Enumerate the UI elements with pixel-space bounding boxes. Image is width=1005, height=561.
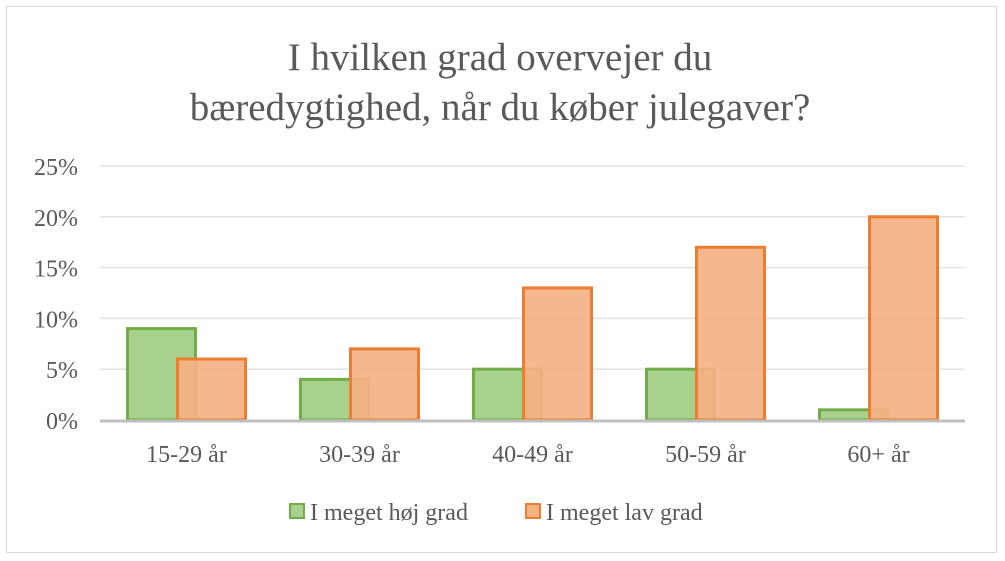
bar-lav-2 <box>522 286 593 422</box>
y-tick-label: 10% <box>34 307 78 333</box>
bar-lav-4 <box>868 215 939 422</box>
x-axis-ticks: 15-29 år 30-39 år 40-49 år 50-59 år 60+ år <box>146 442 909 468</box>
x-tick-label: 15-29 år <box>146 442 227 468</box>
bar-lav-3 <box>695 245 766 422</box>
x-tick-label: 60+ år <box>847 442 909 468</box>
legend: I meget høj grad I meget lav grad <box>289 500 703 526</box>
y-tick-label: 25% <box>34 155 78 181</box>
y-tick-label: 15% <box>34 257 78 283</box>
x-tick-label: 40-49 år <box>492 442 573 468</box>
legend-swatch-0 <box>289 503 305 519</box>
bar-lav-1 <box>349 347 420 422</box>
x-tick-label: 30-39 år <box>319 442 400 468</box>
chart-title-line-2: bæredygtighed, når du køber julegaver? <box>190 86 811 129</box>
bars <box>100 215 965 423</box>
y-tick-label: 5% <box>46 358 78 384</box>
chart-frame <box>6 6 997 553</box>
legend-label-0: I meget høj grad <box>310 500 468 526</box>
y-axis-ticks: 0% 5% 10% 15% 20% 25% <box>34 155 78 435</box>
bar-lav-0 <box>176 357 247 422</box>
y-tick-label: 20% <box>34 206 78 232</box>
legend-label-1: I meget lav grad <box>546 500 703 526</box>
x-tick-label: 50-59 år <box>665 442 746 468</box>
legend-swatch-1 <box>525 503 541 519</box>
y-tick-label: 0% <box>46 409 78 435</box>
chart-title-line-1: I hvilken grad overvejer du <box>288 36 713 79</box>
